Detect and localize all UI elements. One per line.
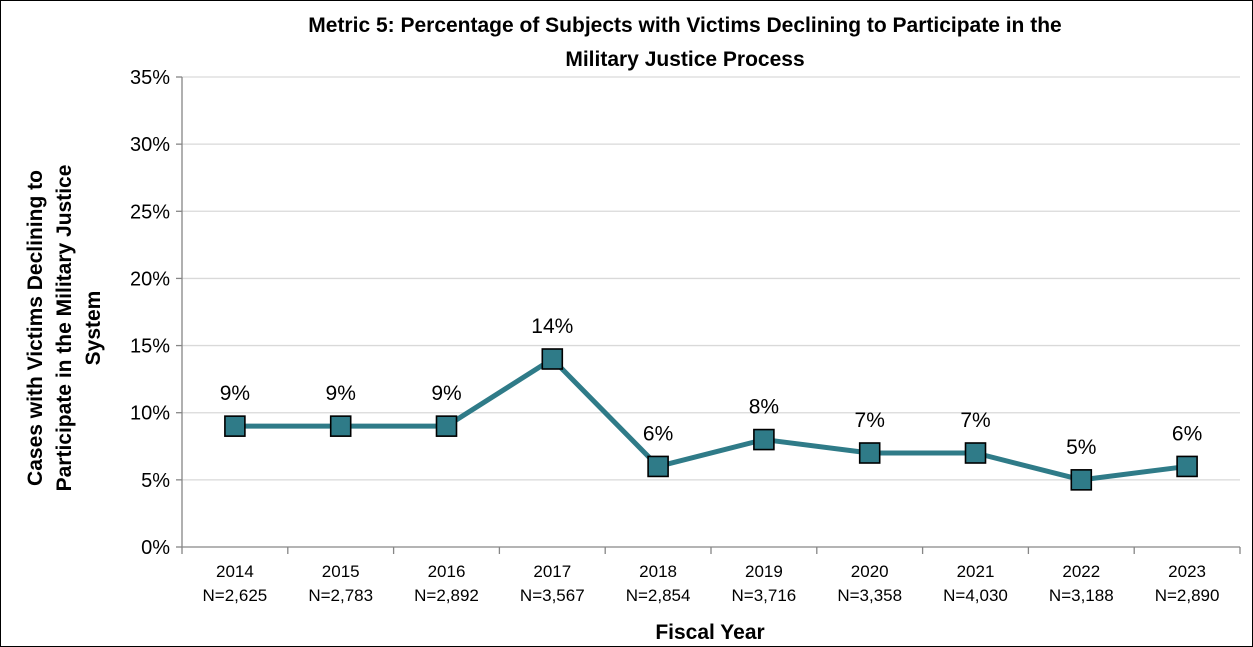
chart-title-line-2: Military Justice Process xyxy=(565,48,804,71)
x-tick-sublabel: N=3,358 xyxy=(837,586,902,605)
y-tick-label: 10% xyxy=(130,403,170,425)
y-tick-label: 20% xyxy=(130,268,170,290)
data-point-marker xyxy=(647,455,669,478)
data-point-marker xyxy=(858,442,881,464)
series-line xyxy=(234,356,1188,483)
x-axis: 2014 N=2,625 2015 N=2,783 2016 N=2,892 2017 N=3… xyxy=(181,546,1241,605)
x-tick-label: 2021 xyxy=(957,562,995,581)
x-tick-label: 2022 xyxy=(1062,562,1100,581)
gridlines xyxy=(182,76,1240,481)
y-tick-label: 5% xyxy=(141,470,170,492)
data-label: 9% xyxy=(431,382,461,405)
y-tick-label: 15% xyxy=(130,336,170,358)
data-label: 6% xyxy=(1172,422,1202,445)
x-tick-label: 2023 xyxy=(1168,562,1206,581)
x-tick-sublabel: N=3,567 xyxy=(520,586,585,605)
data-label: 8% xyxy=(749,396,779,419)
y-tick-label: 25% xyxy=(130,201,170,223)
data-label: 9% xyxy=(220,382,250,405)
data-point-marker xyxy=(435,415,458,437)
data-label: 6% xyxy=(643,422,673,445)
y-axis-title-line-3: System xyxy=(82,291,105,366)
x-tick-sublabel: N=2,625 xyxy=(203,586,268,605)
y-tick-label: 30% xyxy=(130,134,170,156)
x-tick-sublabel: N=3,716 xyxy=(732,586,797,605)
data-point-marker xyxy=(1176,455,1198,478)
data-point-marker xyxy=(753,428,775,451)
x-tick-label: 2016 xyxy=(428,562,466,581)
chart-title-line-1: Metric 5: Percentage of Subjects with Vi… xyxy=(308,14,1061,37)
data-point-marker xyxy=(224,415,246,437)
x-tick-sublabel: N=4,030 xyxy=(943,586,1008,605)
data-label: 7% xyxy=(960,409,990,432)
x-tick-sublabel: N=2,890 xyxy=(1155,586,1220,605)
x-tick-label: 2014 xyxy=(216,562,254,581)
x-tick-sublabel: N=3,188 xyxy=(1049,586,1114,605)
y-axis-title-line-1: Cases with Victims Declining to xyxy=(24,170,47,486)
data-point-marker xyxy=(541,348,564,370)
series-line-group xyxy=(224,348,1198,491)
data-point-marker xyxy=(964,442,987,464)
x-tick-sublabel: N=2,854 xyxy=(626,586,691,605)
y-axis-title: Cases with Victims Declining to Particip… xyxy=(24,165,105,492)
x-tick-sublabel: N=2,783 xyxy=(308,586,373,605)
data-label: 14% xyxy=(531,315,573,338)
y-axis: 0% 5% 10% 15% 20% 25% 30% 35% xyxy=(130,67,183,559)
x-axis-title: Fiscal Year xyxy=(655,621,764,644)
x-tick-label: 2015 xyxy=(322,562,360,581)
x-tick-label: 2020 xyxy=(851,562,889,581)
y-tick-label: 35% xyxy=(130,67,170,89)
data-label: 9% xyxy=(326,382,356,405)
y-axis-title-line-2: Participate in the Military Justice xyxy=(53,165,76,492)
y-tick-label: 0% xyxy=(141,537,170,559)
x-tick-label: 2019 xyxy=(745,562,783,581)
x-tick-sublabel: N=2,892 xyxy=(414,586,479,605)
x-tick-label: 2018 xyxy=(639,562,677,581)
data-labels: 9% 9% 9% 14% 6% 8% 7% 7% 5% 6% xyxy=(220,315,1203,459)
data-point-marker xyxy=(329,415,352,437)
data-label: 5% xyxy=(1066,436,1096,459)
data-point-marker xyxy=(1070,469,1093,491)
data-label: 7% xyxy=(855,409,885,432)
chart-title: Metric 5: Percentage of Subjects with Vi… xyxy=(308,14,1061,71)
x-tick-label: 2017 xyxy=(533,562,571,581)
